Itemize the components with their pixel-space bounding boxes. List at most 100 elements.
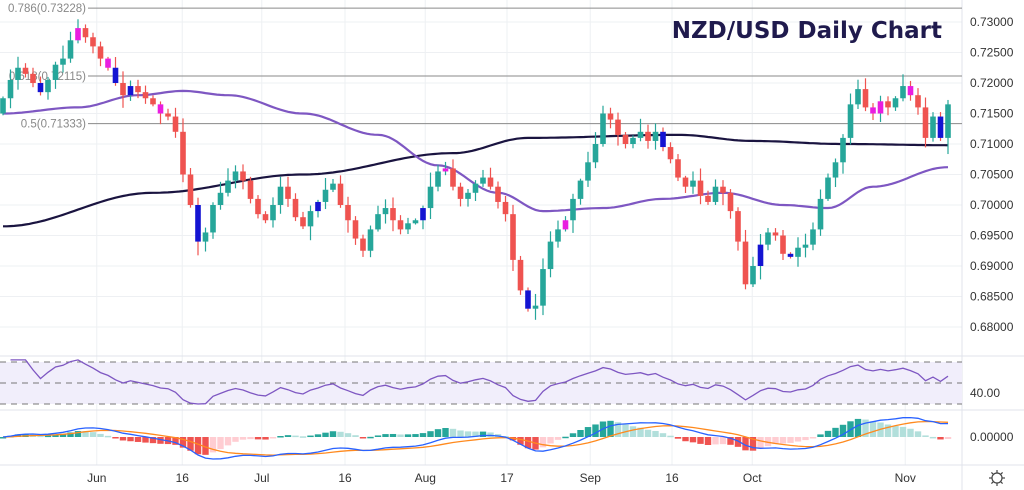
x-tick-label: 16 bbox=[338, 471, 352, 485]
macd-histogram-bar bbox=[854, 418, 862, 437]
macd-histogram-bar bbox=[614, 422, 622, 437]
macd-histogram-bar bbox=[764, 437, 772, 447]
candle-body bbox=[465, 192, 471, 199]
y-tick-label: 0.69000 bbox=[970, 259, 1014, 273]
macd-histogram-bar bbox=[629, 426, 637, 437]
candle-body bbox=[922, 107, 929, 138]
candle-body bbox=[420, 208, 426, 221]
y-tick-label: 0.72000 bbox=[970, 76, 1014, 90]
candle-body bbox=[105, 58, 111, 68]
macd-histogram-bar bbox=[562, 436, 569, 439]
candle-body bbox=[517, 259, 524, 291]
candle-body bbox=[532, 305, 539, 309]
candle-body bbox=[645, 131, 651, 141]
macd-histogram-bar bbox=[374, 435, 382, 437]
macd-histogram-bar bbox=[457, 430, 464, 437]
macd-histogram-bar bbox=[907, 428, 914, 437]
candle-body bbox=[892, 98, 899, 108]
macd-histogram-bar bbox=[449, 428, 457, 437]
x-tick-label: Jul bbox=[254, 471, 269, 485]
candle-body bbox=[832, 162, 839, 178]
candle-body bbox=[802, 244, 809, 248]
candle-body bbox=[277, 186, 284, 205]
macd-histogram-bar bbox=[824, 430, 832, 437]
candle-body bbox=[150, 98, 156, 105]
candle-body bbox=[885, 101, 891, 108]
macd-histogram-bar bbox=[554, 437, 562, 440]
macd-histogram-bar bbox=[719, 437, 727, 445]
candle-body bbox=[330, 183, 336, 190]
candle-body bbox=[795, 247, 801, 257]
macd-histogram-bar bbox=[944, 437, 952, 439]
y-tick-label: 0.71000 bbox=[970, 137, 1014, 151]
candle-body bbox=[930, 116, 936, 138]
candle-body bbox=[652, 131, 659, 141]
candle-body bbox=[217, 192, 224, 205]
macd-histogram-bar bbox=[674, 437, 682, 439]
x-tick-label: Sep bbox=[580, 471, 602, 485]
candle-body bbox=[780, 235, 786, 254]
macd-histogram-bar bbox=[254, 437, 262, 440]
candle-body bbox=[727, 192, 734, 212]
macd-histogram-bar bbox=[112, 437, 119, 439]
macd-histogram-bar bbox=[644, 429, 652, 437]
candle-body bbox=[765, 232, 771, 245]
candle-body bbox=[690, 180, 696, 187]
candle-body bbox=[510, 214, 516, 260]
macd-histogram-bar bbox=[577, 430, 584, 437]
macd-histogram-bar bbox=[869, 421, 877, 437]
macd-histogram-bar bbox=[884, 424, 892, 437]
macd-histogram-bar bbox=[749, 437, 757, 451]
candle-body bbox=[262, 214, 269, 221]
candle-body bbox=[907, 86, 914, 96]
macd-histogram-bar bbox=[247, 437, 254, 440]
macd-histogram-bar bbox=[284, 435, 292, 437]
candle-body bbox=[900, 86, 906, 99]
macd-histogram-bar bbox=[802, 437, 809, 441]
candle-body bbox=[855, 89, 861, 105]
candle-body bbox=[675, 159, 681, 178]
macd-axis-label: 0.00000 bbox=[970, 430, 1014, 444]
price-axis: 0.73000 0.72500 0.72000 0.71500 0.71000 0.705… bbox=[970, 15, 1014, 334]
candle-body bbox=[615, 119, 621, 135]
candle-body bbox=[97, 46, 104, 59]
candle-body bbox=[352, 220, 359, 239]
x-tick-label: Oct bbox=[743, 471, 762, 485]
candle-body bbox=[30, 73, 36, 83]
macd-histogram-bar bbox=[224, 437, 232, 446]
macd-histogram-bar bbox=[337, 431, 344, 437]
candle-body bbox=[442, 168, 449, 172]
macd-histogram-bar bbox=[652, 430, 659, 437]
macd-histogram-bar bbox=[157, 437, 164, 444]
macd-histogram-bar bbox=[742, 437, 749, 451]
candle-body bbox=[660, 131, 666, 148]
settings-gear-icon[interactable] bbox=[989, 470, 1005, 486]
candle-body bbox=[300, 217, 306, 227]
macd-histogram-bar bbox=[37, 435, 44, 438]
macd-histogram-bar bbox=[367, 436, 374, 439]
candle-body bbox=[120, 83, 126, 96]
macd-histogram-bar bbox=[352, 435, 359, 437]
candle-body bbox=[45, 79, 51, 93]
macd-histogram-bar bbox=[697, 437, 704, 444]
candle-body bbox=[825, 177, 831, 199]
macd-histogram-bar bbox=[584, 427, 592, 437]
macd-histogram-bar bbox=[419, 433, 427, 437]
candle-body bbox=[337, 183, 344, 205]
macd-histogram-bar bbox=[59, 433, 67, 437]
macd-histogram-bar bbox=[52, 434, 59, 437]
macd-histogram-bar bbox=[97, 433, 104, 437]
candle-body bbox=[157, 104, 164, 114]
macd-histogram-bar bbox=[704, 437, 712, 446]
candle-body bbox=[52, 64, 59, 80]
macd-histogram-bar bbox=[914, 431, 922, 437]
candle-body bbox=[487, 177, 494, 187]
y-tick-label: 0.71500 bbox=[970, 107, 1014, 121]
candle-body bbox=[142, 92, 149, 99]
candle-body bbox=[360, 238, 366, 251]
x-tick-label: 16 bbox=[176, 471, 190, 485]
candle-body bbox=[210, 205, 216, 233]
macd-histogram-bar bbox=[149, 437, 157, 444]
candle-body bbox=[22, 67, 29, 74]
candle-body bbox=[375, 214, 381, 230]
